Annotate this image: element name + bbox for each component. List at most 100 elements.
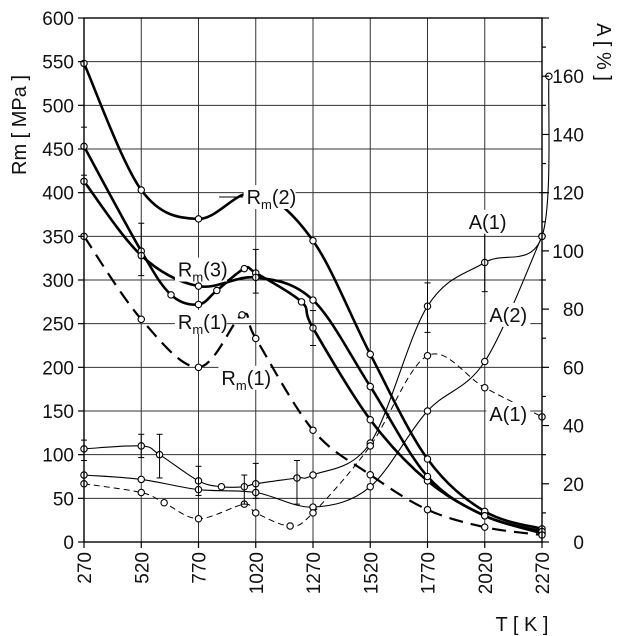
x-tick-label: 1270 (304, 552, 325, 594)
y-left-tick-label: 450 (42, 140, 74, 161)
annotation-bg (486, 302, 531, 327)
annotation-sub: m (236, 378, 247, 393)
annotation-bg (174, 309, 227, 334)
annotation-bg (218, 365, 271, 390)
y-left-tick-label: 150 (42, 402, 74, 423)
annotation-label: A(2) (489, 305, 527, 327)
y-left-tick-label: 600 (42, 9, 74, 30)
y-right-tick-label: 140 (552, 125, 584, 146)
y-left-tick-label: 200 (42, 358, 74, 379)
annotation-label: A(1) (489, 404, 527, 426)
annotation-base: R (178, 312, 192, 334)
annotation-label: A(1) (469, 212, 507, 234)
y-right-tick-label: 40 (563, 417, 584, 438)
annotation-base: A(1) (489, 404, 527, 426)
series-point-6 (480, 383, 489, 392)
y-right-tick-label: 120 (552, 184, 584, 205)
series-point-3 (423, 505, 432, 514)
series-point-6 (366, 442, 374, 450)
y-left-tick-label: 500 (42, 96, 74, 117)
markers-layer (80, 59, 553, 539)
series-point-5 (366, 482, 374, 491)
annotation-rest: (1) (203, 312, 227, 334)
series-point-6 (423, 351, 432, 360)
x-tick-label: 770 (190, 552, 211, 584)
series-point-5 (480, 357, 489, 366)
series-point-2 (309, 296, 317, 304)
x-tick-label: 520 (132, 552, 153, 584)
series-point-3 (252, 334, 260, 343)
series-point-3 (194, 363, 203, 372)
annotation-base: R (178, 260, 192, 282)
series-point-1 (213, 286, 221, 295)
y-right-tick-label: 20 (563, 475, 584, 496)
series-point-6 (309, 509, 317, 517)
grid (83, 17, 543, 543)
y-right-tick-label: 0 (573, 533, 584, 554)
series-point-3 (238, 311, 246, 319)
x-tick-label: 270 (75, 552, 96, 584)
series-point-1 (366, 415, 374, 424)
series-point-2 (480, 512, 489, 520)
series-point-1 (240, 264, 249, 273)
series-point-1 (194, 300, 203, 309)
annotation-sub: m (192, 270, 203, 285)
y-axis-right-title: A [ % ] (592, 23, 614, 81)
series-point-6 (160, 498, 168, 507)
y-left-tick-label: 400 (42, 184, 74, 205)
series-line-2 (82, 180, 543, 533)
annotation-base: R (221, 368, 235, 390)
y-axis-left-title-text: Rm [ MPa ] (9, 75, 31, 175)
y-left-tick-label: 250 (42, 315, 74, 336)
x-axis-title: T [ K ] (496, 614, 549, 636)
series-point-1 (167, 291, 175, 299)
annotation-sub: m (261, 197, 272, 212)
annotation-bg (486, 401, 531, 426)
x-tick-label: 1020 (247, 552, 268, 594)
series-point-3 (137, 315, 146, 324)
series-point-6 (286, 522, 294, 530)
annotation-rest: (2) (272, 187, 296, 209)
y-right-tick-label: 80 (563, 300, 584, 321)
series-point-0 (194, 215, 203, 223)
series-point-3 (309, 426, 317, 434)
annotation-label: Rm(1) (221, 368, 271, 393)
x-tick-label: 2020 (476, 552, 497, 594)
axes-layer: 0 50 100 150 200 250 300 350 400 450 500 550 600 0 20 4… (42, 9, 584, 594)
annotation-label: Rm(1) (178, 312, 228, 337)
series-point-3 (480, 523, 489, 531)
y-left-tick-label: 50 (53, 489, 74, 510)
y-left-tick-label: 350 (42, 227, 74, 248)
series-line-3 (83, 235, 543, 537)
annotation-base: R (247, 187, 261, 209)
y-right-tick-label: 100 (552, 242, 584, 263)
annotation-base: A(2) (489, 305, 527, 327)
series-point-0 (423, 455, 432, 463)
series-point-5 (423, 407, 432, 415)
y-left-tick-label: 300 (42, 271, 74, 292)
y-right-tick-label: 60 (563, 358, 584, 379)
series-line-4 (83, 76, 550, 488)
series-point-4 (309, 471, 317, 479)
series-point-0 (366, 350, 374, 358)
series-point-2 (194, 282, 203, 290)
series-point-0 (137, 186, 146, 194)
annotation-bg (465, 209, 510, 234)
x-tick-label: 1520 (361, 552, 382, 594)
y-left-tick-label: 100 (42, 446, 74, 467)
x-tick-label: 1770 (419, 552, 440, 594)
series-point-1 (297, 298, 306, 306)
series-point-0 (309, 236, 317, 245)
x-tick-label: 2270 (533, 552, 554, 594)
series-point-2 (423, 472, 432, 481)
y-left-tick-label: 550 (42, 53, 74, 74)
series-point-4 (217, 482, 226, 491)
series-point-6 (194, 514, 203, 523)
annotation-label: Rm(3) (178, 260, 228, 285)
annotation-base: A(1) (469, 212, 507, 234)
series-point-6 (137, 488, 146, 497)
series-point-3 (366, 471, 374, 479)
labels-layer: Rm(2)Rm(3)Rm(1)Rm(1)A(1)A(2)A(1) (174, 185, 531, 426)
y-axis-left-title: Rm [ MPa ] (9, 75, 31, 175)
